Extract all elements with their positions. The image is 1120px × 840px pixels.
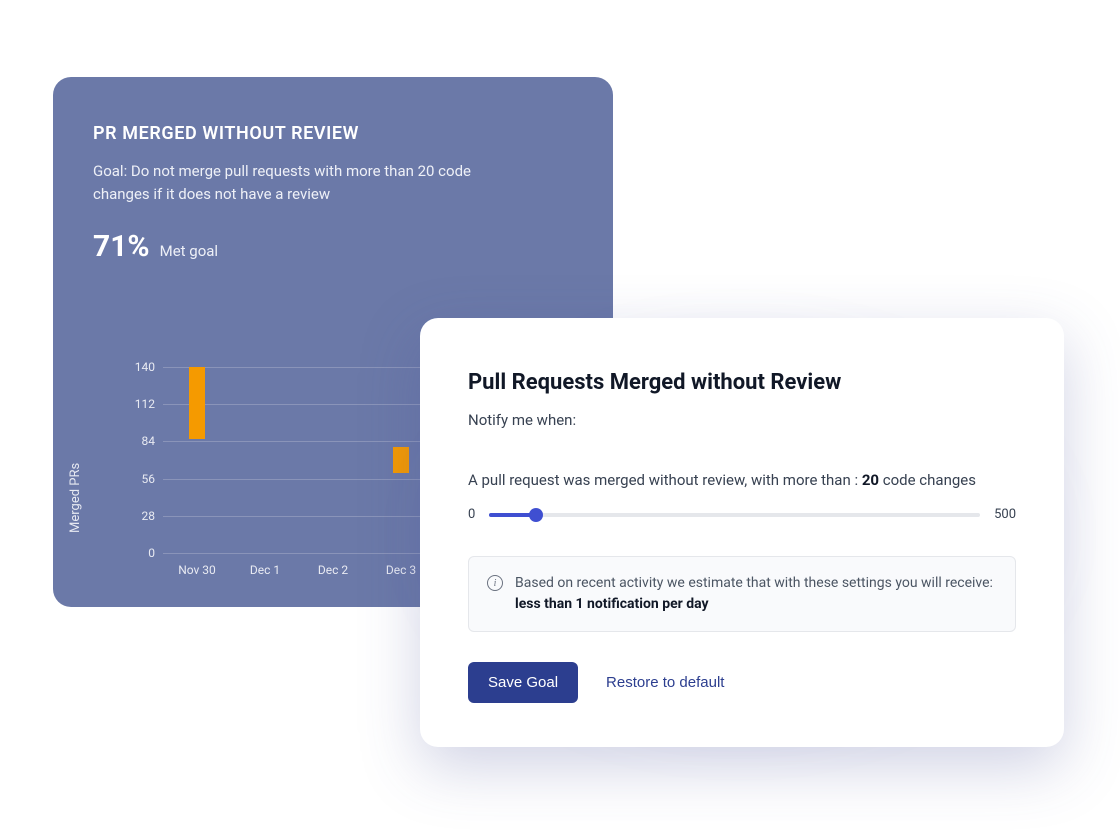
- info-text-prefix: Based on recent activity we estimate tha…: [515, 575, 993, 591]
- slider-track: [489, 513, 980, 517]
- save-goal-button[interactable]: Save Goal: [468, 662, 578, 703]
- restore-default-button[interactable]: Restore to default: [606, 674, 724, 691]
- info-text-bold: less than 1 notification per day: [515, 596, 709, 612]
- y-tick-label: 84: [125, 434, 155, 448]
- slider-row: 0 500: [468, 507, 1016, 522]
- settings-subtitle: Notify me when:: [468, 411, 1016, 429]
- settings-title: Pull Requests Merged without Review: [468, 370, 1016, 395]
- slider-min-label: 0: [468, 507, 475, 522]
- sentence-suffix: code changes: [879, 471, 976, 489]
- chart-description: Goal: Do not merge pull requests with mo…: [93, 160, 513, 207]
- actions-row: Save Goal Restore to default: [468, 662, 1016, 703]
- slider-max-label: 500: [994, 507, 1016, 522]
- x-tick-label: Nov 30: [178, 563, 216, 577]
- y-tick-label: 112: [125, 397, 155, 411]
- y-tick-label: 140: [125, 360, 155, 374]
- chart-bar: [189, 367, 205, 439]
- slider-thumb[interactable]: [529, 508, 543, 522]
- y-ticks: 0285684112140: [125, 367, 155, 553]
- chart-title: PR MERGED WITHOUT REVIEW: [93, 123, 573, 144]
- stat-percent: 71%: [93, 229, 150, 264]
- stat-row: 71% Met goal: [93, 229, 573, 264]
- info-box: i Based on recent activity we estimate t…: [468, 556, 1016, 632]
- info-icon: i: [487, 575, 503, 591]
- x-tick-label: Dec 1: [250, 563, 280, 577]
- info-text: Based on recent activity we estimate tha…: [515, 573, 997, 615]
- stat-label: Met goal: [160, 242, 218, 260]
- settings-threshold-sentence: A pull request was merged without review…: [468, 471, 1016, 489]
- sentence-value: 20: [862, 471, 879, 489]
- threshold-slider[interactable]: [489, 508, 980, 522]
- y-tick-label: 0: [125, 546, 155, 560]
- y-axis-label: Merged PRs: [68, 463, 83, 533]
- y-tick-label: 56: [125, 472, 155, 486]
- sentence-prefix: A pull request was merged without review…: [468, 471, 862, 489]
- x-tick-label: Dec 2: [318, 563, 348, 577]
- settings-card: Pull Requests Merged without Review Noti…: [420, 318, 1064, 747]
- y-tick-label: 28: [125, 509, 155, 523]
